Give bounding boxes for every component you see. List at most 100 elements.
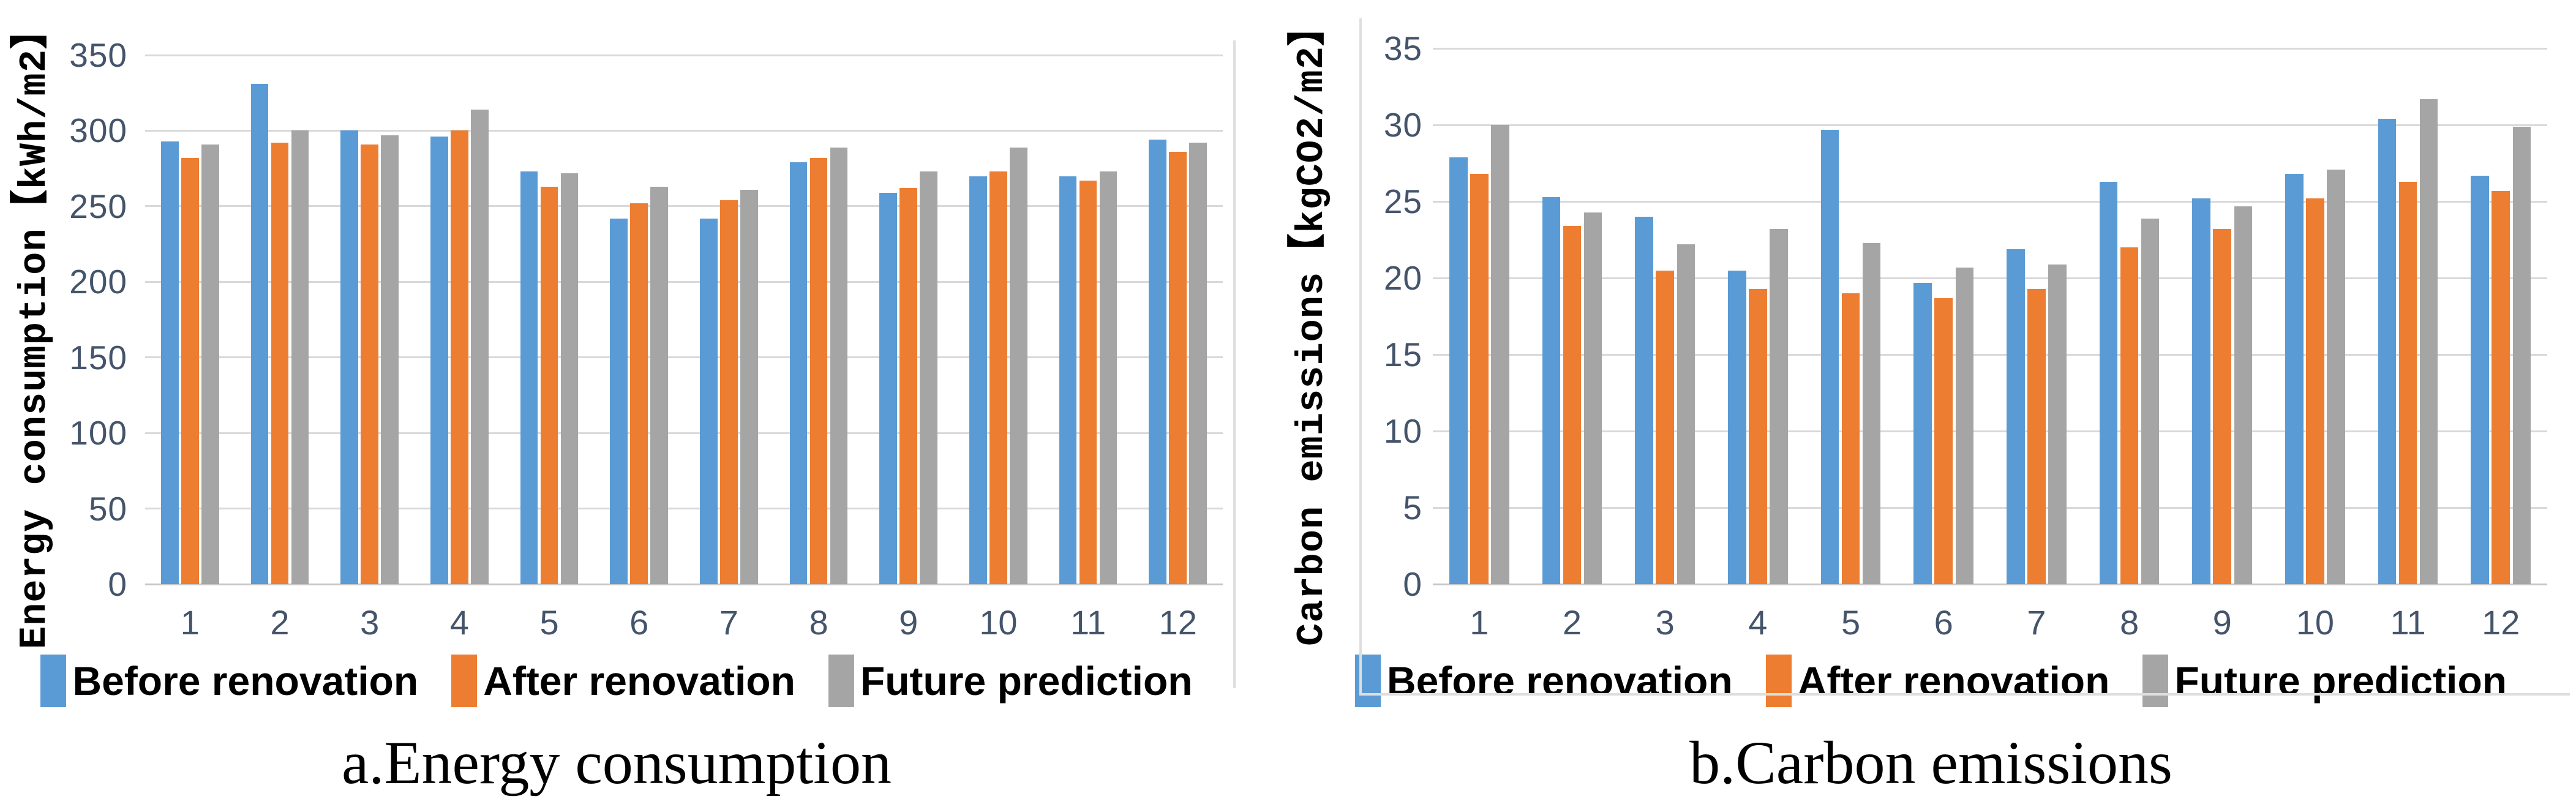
bar-after-renovation-month-8 xyxy=(2120,247,2139,584)
bar-after-renovation-month-6 xyxy=(1934,298,1953,584)
bar-future-prediction-month-8 xyxy=(830,147,848,584)
gridline xyxy=(1433,277,2547,279)
legend-item-future-prediction: Future prediction xyxy=(2142,655,2507,707)
bar-after-renovation-month-5 xyxy=(1841,293,1860,584)
bar-before-renovation-month-4 xyxy=(1727,270,1746,584)
bar-after-renovation-month-3 xyxy=(1656,270,1674,584)
bar-future-prediction-month-5 xyxy=(560,173,579,584)
legend-item-after-renovation: After renovation xyxy=(1765,655,2109,707)
bar-before-renovation-month-2 xyxy=(1542,197,1561,584)
bar-group-month-1 xyxy=(1433,48,1526,584)
bar-before-renovation-month-8 xyxy=(789,162,808,584)
x-tick-label: 3 xyxy=(1655,603,1675,642)
bar-group-month-12 xyxy=(2454,48,2547,584)
bar-after-renovation-month-4 xyxy=(451,130,468,584)
bar-after-renovation-month-9 xyxy=(2213,229,2231,584)
plot-area-energy xyxy=(145,54,1223,585)
bar-after-renovation-month-1 xyxy=(181,157,199,584)
bar-future-prediction-month-12 xyxy=(1189,143,1207,584)
gridline xyxy=(145,432,1223,434)
bar-before-renovation-month-8 xyxy=(2099,181,2118,584)
legend-energy: Before renovation After renovation Future … xyxy=(0,650,1233,711)
caption-carbon: b.Carbon emissions xyxy=(1689,729,2172,797)
y-tick-label: 150 xyxy=(69,338,127,377)
bar-after-renovation-month-10 xyxy=(2306,198,2324,584)
y-tick-label: 15 xyxy=(1383,336,1422,373)
x-tick-label: 5 xyxy=(1841,603,1861,642)
bar-after-renovation-month-1 xyxy=(1470,174,1489,584)
x-tick-label: 7 xyxy=(2027,603,2046,642)
bar-group-month-7 xyxy=(684,55,774,584)
legend-label: Before renovation xyxy=(72,658,419,704)
y-tick-label: 0 xyxy=(108,565,127,603)
gridline xyxy=(1433,47,2547,50)
y-tick-label: 20 xyxy=(1383,259,1422,297)
x-tick-label: 10 xyxy=(2296,603,2335,642)
bar-future-prediction-month-4 xyxy=(471,109,489,584)
x-axis-line xyxy=(1433,583,2547,585)
bar-group-month-4 xyxy=(415,55,505,584)
bar-after-renovation-month-8 xyxy=(809,157,828,584)
x-axis-line xyxy=(145,583,1223,585)
bar-future-prediction-month-2 xyxy=(1583,212,1602,584)
y-tick-label: 25 xyxy=(1383,182,1422,220)
caption-energy: a.Energy consumption xyxy=(342,729,892,797)
bar-after-renovation-month-9 xyxy=(899,188,917,584)
bar-before-renovation-month-1 xyxy=(161,141,179,584)
bar-future-prediction-month-1 xyxy=(201,144,219,584)
bar-group-month-10 xyxy=(2269,48,2362,584)
x-tick-label: 11 xyxy=(2390,603,2426,642)
bar-future-prediction-month-5 xyxy=(1862,242,1881,584)
bar-group-month-2 xyxy=(1526,48,1619,584)
bar-before-renovation-month-3 xyxy=(1635,217,1653,584)
gridline xyxy=(145,54,1223,56)
bar-group-month-6 xyxy=(1897,48,1990,584)
bar-future-prediction-month-12 xyxy=(2512,126,2531,584)
y-tick-label: 350 xyxy=(69,36,127,74)
legend-marker-before-renovation xyxy=(1354,655,1381,707)
bar-before-renovation-month-10 xyxy=(969,176,987,584)
y-axis-title-carbon: Carbon emissions【kgCO2/m2】 xyxy=(1290,7,1334,647)
bar-after-renovation-month-11 xyxy=(2398,181,2417,584)
x-tick-label: 12 xyxy=(1158,603,1197,642)
x-tick-label: 4 xyxy=(449,603,469,642)
x-tick-label: 6 xyxy=(1934,603,1953,642)
y-axis-title-energy: Energy consumption【kWh/m2】 xyxy=(13,10,56,650)
x-tick-label: 4 xyxy=(1748,603,1768,642)
bar-future-prediction-month-6 xyxy=(1955,267,1974,584)
y-tick-label: 5 xyxy=(1403,489,1422,527)
bar-before-renovation-month-9 xyxy=(2192,198,2210,584)
x-tick-label: 6 xyxy=(629,603,649,642)
y-tick-label: 50 xyxy=(88,489,127,528)
bar-group-month-3 xyxy=(325,55,415,584)
bar-before-renovation-month-7 xyxy=(700,218,718,584)
gridline xyxy=(145,356,1223,359)
y-axis-ticks-energy: 0 50 100 150 200 250 300 350 xyxy=(61,36,135,603)
bar-before-renovation-month-1 xyxy=(1449,157,1468,584)
gridline xyxy=(145,205,1223,208)
bar-before-renovation-month-10 xyxy=(2285,174,2304,584)
y-tick-label: 250 xyxy=(69,187,127,225)
bar-group-month-10 xyxy=(953,55,1043,584)
bar-before-renovation-month-5 xyxy=(1820,129,1839,584)
bar-future-prediction-month-10 xyxy=(1010,147,1027,584)
bar-after-renovation-month-12 xyxy=(2492,190,2510,584)
bar-before-renovation-month-5 xyxy=(520,171,538,584)
bar-before-renovation-month-3 xyxy=(340,130,358,584)
legend-carbon: Before renovation After renovation Future … xyxy=(1286,650,2576,711)
chart-energy-consumption: Energy consumption【kWh/m2】 0 50 100 150 200 2… xyxy=(0,0,1233,807)
y-tick-label: 30 xyxy=(1383,106,1422,144)
legend-label: After renovation xyxy=(483,658,795,704)
bar-future-prediction-month-4 xyxy=(1770,229,1788,584)
x-tick-label: 2 xyxy=(1562,603,1582,642)
x-tick-label: 3 xyxy=(360,603,380,642)
chart-a-right-border-line xyxy=(1233,40,1236,688)
bar-after-renovation-month-11 xyxy=(1079,180,1097,584)
bar-group-month-8 xyxy=(2083,48,2176,584)
y-tick-label: 200 xyxy=(69,263,127,301)
bar-series-layer xyxy=(145,55,1223,584)
x-tick-label: 9 xyxy=(899,603,918,642)
x-tick-label: 12 xyxy=(2482,603,2520,642)
bar-future-prediction-month-8 xyxy=(2141,218,2160,584)
bar-before-renovation-month-6 xyxy=(1913,282,1932,584)
